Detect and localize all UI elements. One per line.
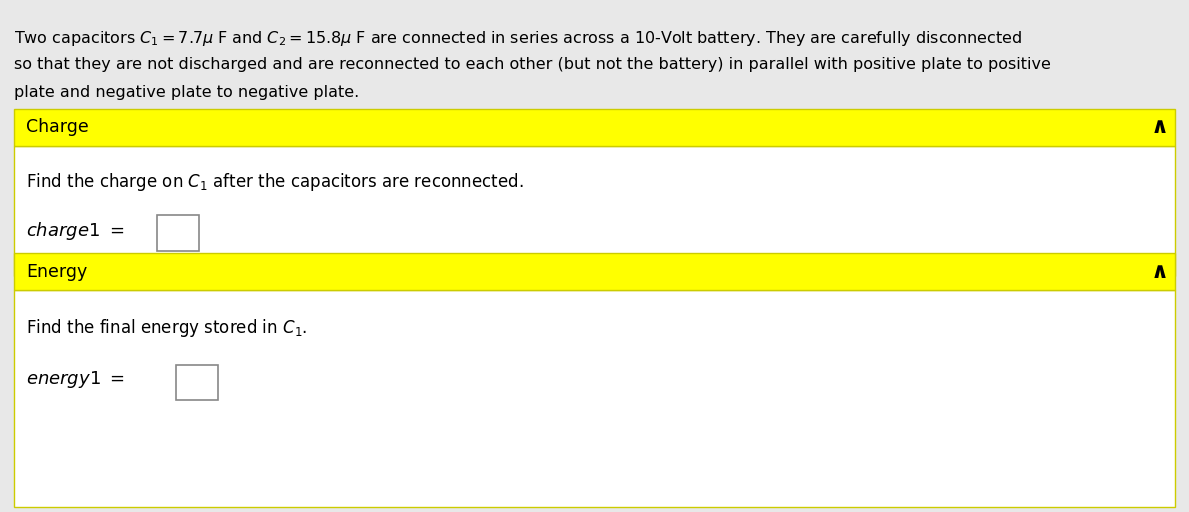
Text: $energy1\ =$: $energy1\ =$: [26, 369, 125, 391]
Text: $charge1\ =$: $charge1\ =$: [26, 221, 125, 242]
Text: plate and negative plate to negative plate.: plate and negative plate to negative pla…: [14, 84, 359, 100]
Text: Find the final energy stored in $C_1$.: Find the final energy stored in $C_1$.: [26, 317, 308, 338]
Text: Find the charge on $C_1$ after the capacitors are reconnected.: Find the charge on $C_1$ after the capac…: [26, 171, 524, 193]
Text: Charge: Charge: [26, 118, 89, 137]
Text: Two capacitors $C_1 = 7.7\mu$ F and $C_2 = 15.8\mu$ F are connected in series ac: Two capacitors $C_1 = 7.7\mu$ F and $C_2…: [14, 29, 1023, 48]
Text: ∧: ∧: [1151, 262, 1169, 282]
FancyBboxPatch shape: [157, 215, 199, 251]
FancyBboxPatch shape: [14, 109, 1175, 146]
FancyBboxPatch shape: [176, 365, 218, 400]
Text: Energy: Energy: [26, 263, 88, 281]
Text: ∧: ∧: [1151, 117, 1169, 138]
FancyBboxPatch shape: [14, 290, 1175, 507]
FancyBboxPatch shape: [14, 146, 1175, 276]
Text: so that they are not discharged and are reconnected to each other (but not the b: so that they are not discharged and are …: [14, 56, 1051, 72]
FancyBboxPatch shape: [14, 253, 1175, 290]
